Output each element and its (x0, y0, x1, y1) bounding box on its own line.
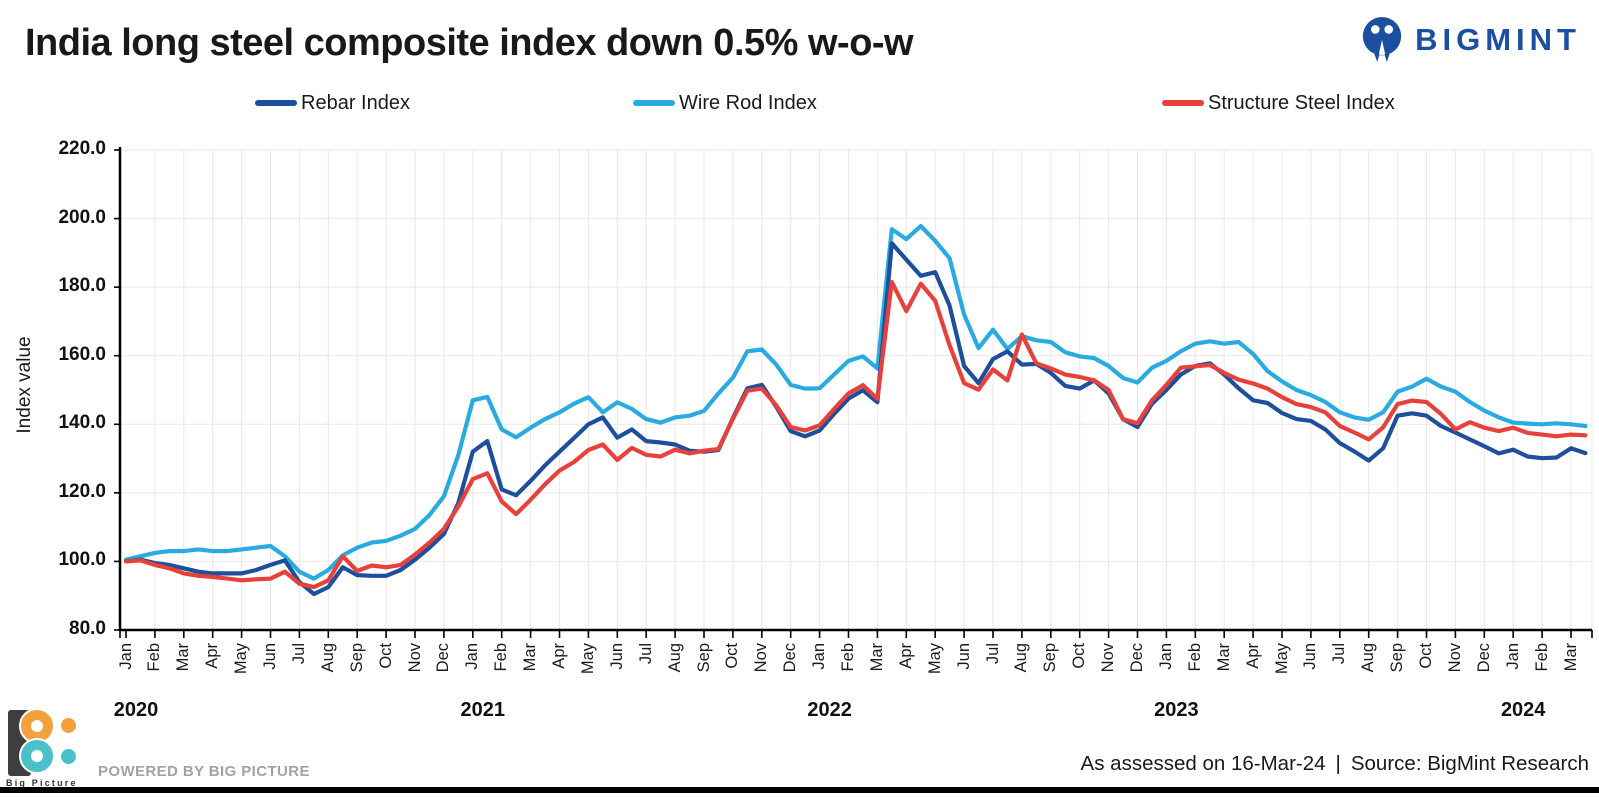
x-month-label: Jun (261, 643, 279, 670)
legend-swatch-structure-steel-index (1162, 100, 1204, 106)
x-month-label: Aug (318, 643, 337, 673)
x-month-label: Feb (1532, 643, 1551, 672)
x-month-label: Apr (1243, 643, 1262, 669)
legend-label: Wire Rod Index (679, 91, 817, 114)
x-month-label: Jul (1330, 643, 1349, 665)
y-tick-label: 220.0 (58, 138, 106, 159)
x-month-label: Nov (405, 643, 424, 673)
series-line-structure-steel-index (123, 279, 1588, 590)
assessed-date-text: As assessed on 16-Mar-24 (1080, 752, 1326, 775)
x-month-label: Feb (1185, 643, 1204, 672)
y-tick-label: 80.0 (69, 618, 106, 639)
x-month-label: Feb (839, 643, 857, 672)
year-label: 2023 (1154, 699, 1199, 721)
x-month-label: Nov (752, 643, 771, 673)
year-label: 2024 (1500, 699, 1546, 721)
x-month-label: Jun (1301, 643, 1320, 670)
y-tick-label: 160.0 (58, 343, 106, 365)
x-month-label: Aug (665, 643, 684, 673)
page-title: India long steel composite index down 0.… (25, 22, 914, 64)
legend-label: Structure Steel Index (1208, 91, 1395, 114)
assessment-footnote: As assessed on 16-Mar-24 | Source: BigMint… (1081, 752, 1589, 776)
series-line-rebar-index (123, 241, 1588, 597)
series-line-wire-rod-index (123, 224, 1588, 581)
year-label: 2020 (113, 699, 159, 721)
x-month-label: Oct (1070, 643, 1089, 669)
bottom-rule (0, 787, 1599, 793)
x-month-label: Dec (1128, 643, 1146, 673)
x-month-label: Jan (463, 643, 482, 670)
x-month-label: Feb (492, 643, 511, 672)
x-month-label: Oct (376, 643, 395, 669)
x-month-label: Sep (1388, 643, 1407, 673)
x-month-label: Jul (983, 643, 1002, 665)
y-tick-label: 140.0 (58, 412, 106, 434)
x-month-label: Jul (289, 643, 308, 665)
x-month-label: Jun (607, 643, 626, 670)
bigmint-logo-icon (1362, 17, 1402, 63)
x-month-label: Jan (810, 643, 829, 670)
x-month-label: Nov (1445, 643, 1464, 673)
y-tick-label: 200.0 (58, 206, 106, 228)
legend-label: Rebar Index (301, 91, 410, 114)
x-month-label: Jan (116, 643, 135, 670)
legend-item-rebar-index: Rebar Index (255, 90, 410, 116)
x-month-label: May (1272, 643, 1291, 675)
legend-item-structure-steel-index: Structure Steel Index (1162, 90, 1395, 116)
x-month-label: Dec (781, 643, 800, 673)
x-month-label: Oct (723, 643, 742, 669)
year-label: 2022 (807, 699, 852, 721)
x-month-label: Jan (1503, 643, 1522, 670)
x-month-label: Dec (1474, 643, 1493, 673)
x-month-label: Jul (636, 643, 655, 665)
powered-by-text: POWERED BY BIG PICTURE (98, 763, 310, 780)
source-text: Source: BigMint Research (1350, 752, 1589, 775)
x-month-label: Sep (1041, 643, 1060, 673)
x-month-label: Apr (896, 643, 915, 669)
x-month-label: Sep (347, 643, 366, 673)
x-month-label: May (578, 643, 597, 675)
big-picture-logo-teal-dot (61, 749, 76, 764)
big-picture-logo-orange-dot (61, 718, 76, 733)
big-picture-logo-teal-ring (19, 738, 55, 774)
x-month-label: Mar (1561, 643, 1580, 672)
x-month-label: Dec (434, 643, 453, 673)
legend-swatch-wire-rod-index (633, 100, 675, 106)
chart-legend: Rebar Index Wire Rod Index Structure Ste… (0, 90, 1599, 116)
x-month-label: Apr (550, 643, 568, 669)
legend-item-wire-rod-index: Wire Rod Index (633, 90, 817, 116)
x-month-label: May (925, 643, 944, 675)
x-month-label: Aug (1359, 643, 1378, 673)
x-month-label: Mar (521, 643, 540, 672)
x-month-label: Jan (1156, 643, 1175, 670)
year-label: 2021 (460, 699, 506, 721)
y-tick-label: 120.0 (58, 480, 106, 502)
x-month-label: Jun (954, 643, 973, 670)
x-month-label: Aug (1012, 643, 1031, 673)
big-picture-logo-caption: Big Picture (6, 778, 78, 788)
x-month-label: Apr (203, 643, 222, 669)
x-month-label: Oct (1417, 643, 1435, 669)
y-tick-label: 180.0 (58, 275, 106, 297)
big-picture-logo: Big Picture (6, 708, 98, 790)
x-month-label: Mar (867, 643, 886, 672)
x-month-label: May (232, 643, 251, 675)
x-month-label: Mar (1214, 643, 1233, 672)
x-month-label: Feb (145, 643, 164, 672)
bigmint-logo: BIGMINT (1359, 14, 1581, 66)
x-month-label: Sep (694, 643, 713, 673)
x-month-label: Mar (174, 643, 193, 672)
footnote-separator: | (1335, 752, 1341, 775)
bigmint-logo-text: BIGMINT (1415, 22, 1581, 57)
x-month-label: Nov (1099, 643, 1118, 673)
legend-swatch-rebar-index (255, 100, 297, 106)
y-tick-label: 100.0 (58, 549, 106, 571)
